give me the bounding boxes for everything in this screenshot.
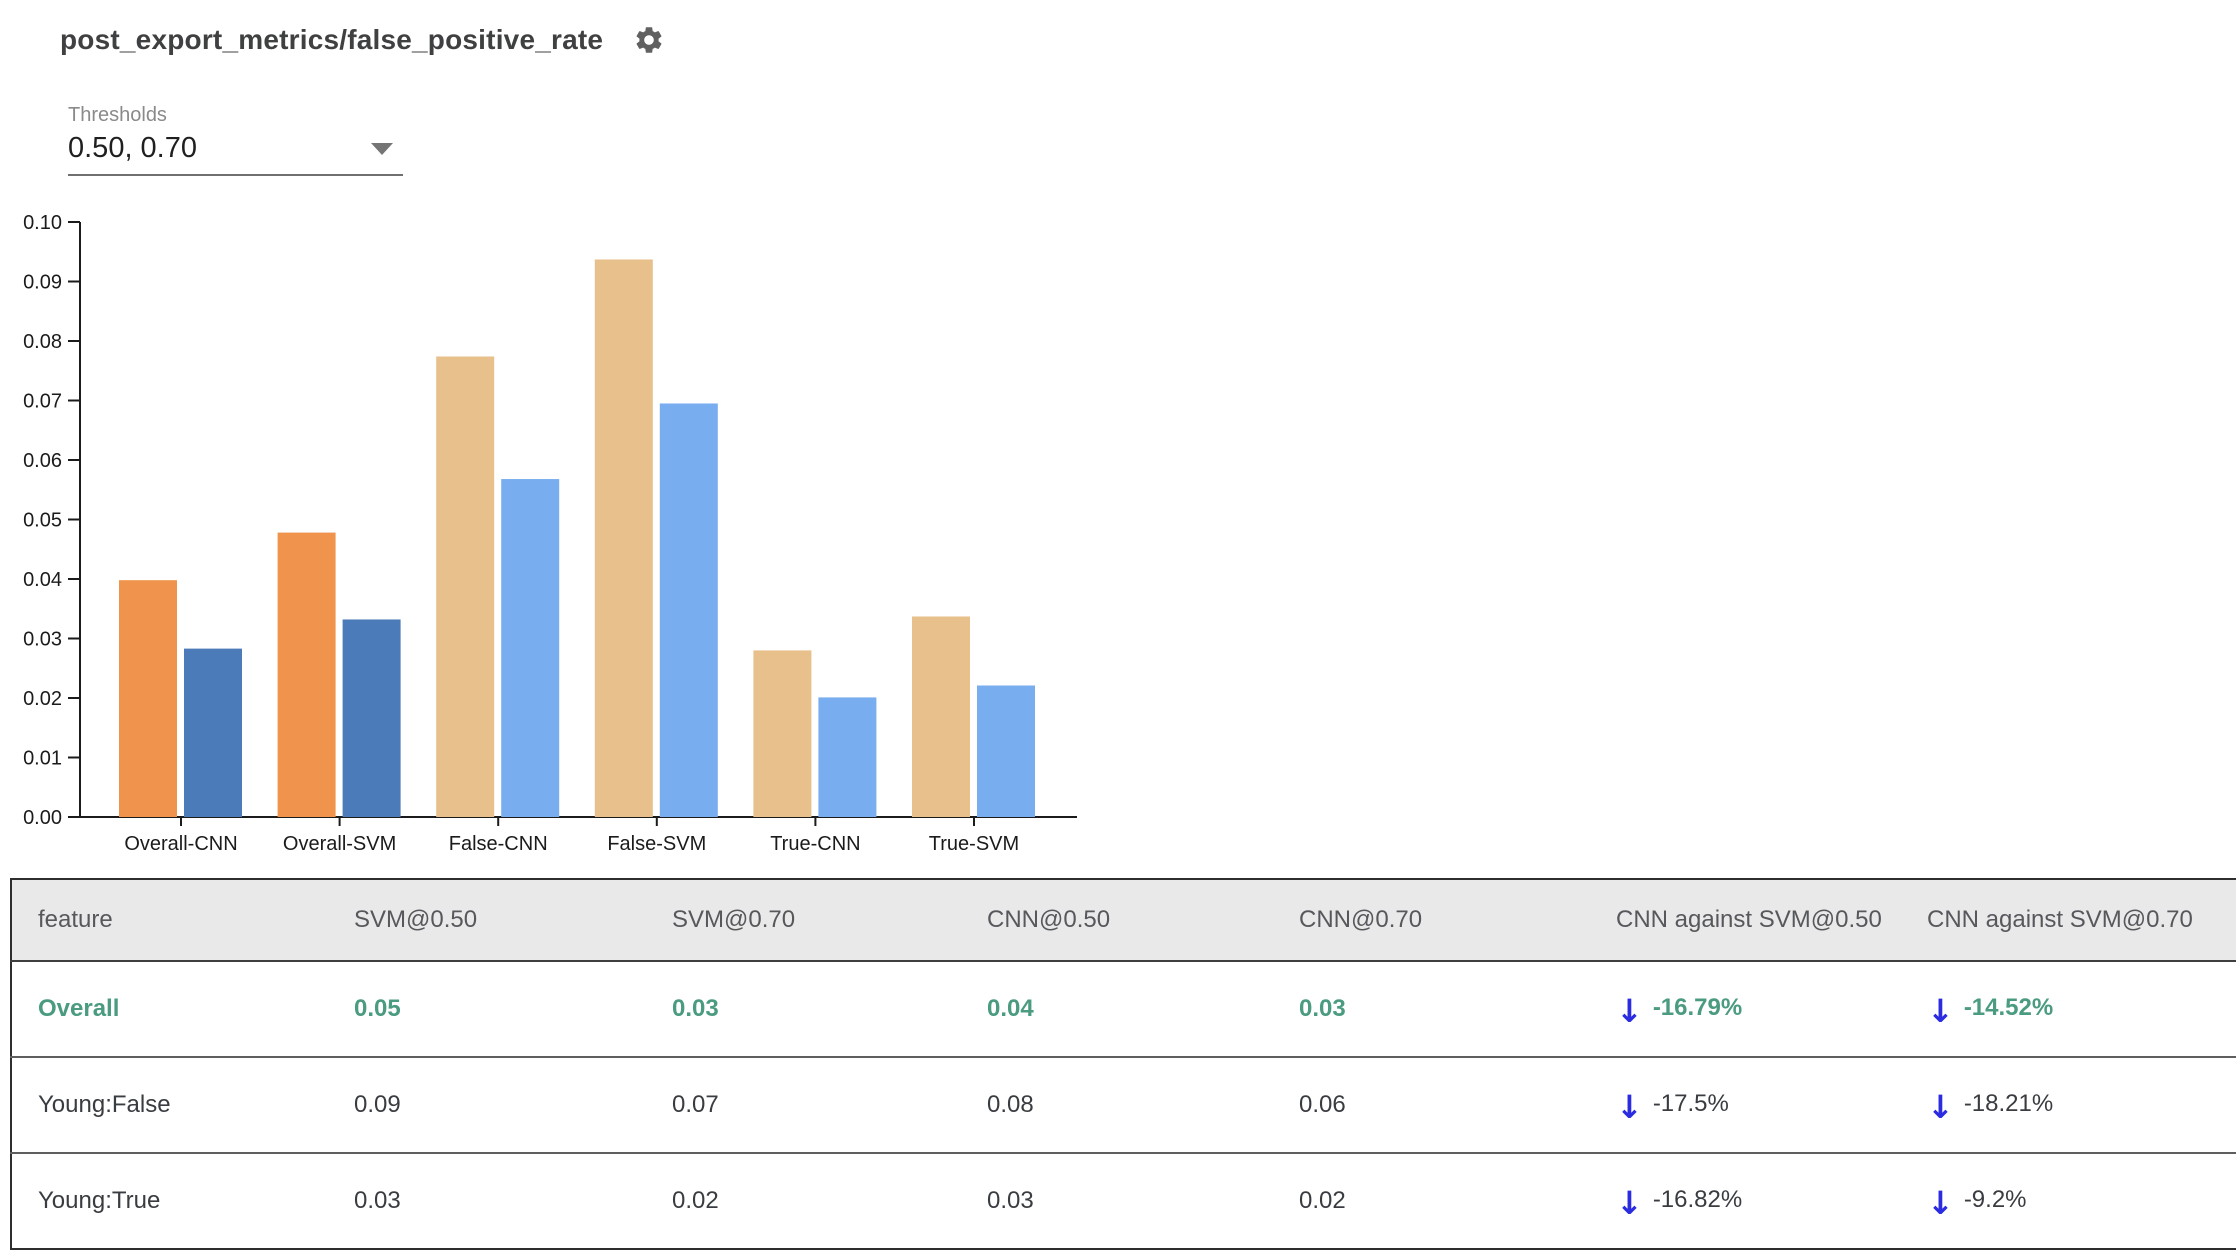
settings-gear-icon[interactable]	[633, 24, 665, 56]
col-header-cnn-070: CNN@0.70	[1273, 879, 1590, 962]
comparison-cell: ↓ -17.5%	[1590, 1056, 1901, 1153]
value-cell: 0.05	[354, 995, 401, 1022]
value-cell: 0.09	[328, 1056, 646, 1153]
x-tick-label: True-CNN	[770, 833, 860, 855]
comparison-cell: ↓ -16.82%	[1590, 1152, 1901, 1249]
col-header-svm-070: SVM@0.70	[646, 879, 961, 962]
bar-true-svm-threshold-0.70[interactable]	[977, 685, 1035, 817]
y-tick-label: 0.05	[23, 510, 62, 532]
feature-cell: Young:False	[11, 1056, 328, 1153]
value-cell: 0.02	[646, 1152, 961, 1249]
value-cell: 0.04	[987, 995, 1034, 1022]
comparison-cell: ↓ -18.21%	[1901, 1056, 2236, 1153]
value-cell: 0.02	[1273, 1152, 1590, 1249]
value-cell: 0.03	[1299, 995, 1346, 1022]
metrics-table: feature SVM@0.50 SVM@0.70 CNN@0.50 CNN@0…	[10, 878, 2236, 1250]
col-header-cnn-vs-svm-070: CNN against SVM@0.70	[1901, 879, 2236, 962]
bar-false-cnn-threshold-0.50[interactable]	[436, 356, 495, 817]
header: post_export_metrics/false_positive_rate	[60, 24, 665, 56]
down-arrow-icon: ↓	[1927, 1184, 1954, 1222]
feature-cell: Young:True	[11, 1152, 328, 1249]
down-arrow-icon: ↓	[1616, 992, 1643, 1030]
down-arrow-icon: ↓	[1616, 1088, 1643, 1126]
thresholds-label: Thresholds	[68, 104, 167, 126]
y-tick-label: 0.00	[23, 807, 62, 829]
value-cell: 0.03	[961, 1152, 1273, 1249]
y-tick-label: 0.07	[23, 391, 62, 413]
value-cell: 0.08	[961, 1056, 1273, 1153]
y-tick-label: 0.08	[23, 331, 62, 353]
comparison-value: -14.52%	[1963, 994, 2054, 1021]
col-header-feature: feature	[11, 879, 328, 962]
comparison-value: -18.21%	[1963, 1090, 2054, 1117]
table-row-young-true[interactable]: Young:True 0.03 0.02 0.03 0.02 ↓ -16.82% …	[11, 1152, 2236, 1249]
bar-overall-cnn-threshold-0.70[interactable]	[184, 648, 242, 817]
bar-overall-svm-threshold-0.70[interactable]	[342, 619, 401, 817]
y-tick-label: 0.02	[23, 688, 62, 710]
bar-chart-svg: 0.00 0.01 0.02 0.03 0.04 0.05 0.06 0.07 0.08 0.09…	[23, 212, 1077, 855]
comparison-value: -16.82%	[1652, 1186, 1743, 1213]
bar-true-cnn-threshold-0.70[interactable]	[818, 697, 877, 817]
value-cell: 0.06	[1273, 1056, 1590, 1153]
thresholds-select[interactable]: Thresholds 0.50, 0.70	[68, 104, 403, 176]
table-row-overall[interactable]: Overall 0.05 0.03 0.04 0.03 ↓ -16.79% ↓ -1…	[11, 961, 2236, 1057]
bar-true-cnn-threshold-0.50[interactable]	[753, 650, 812, 817]
col-header-cnn-vs-svm-050: CNN against SVM@0.50	[1590, 879, 1901, 962]
value-cell: 0.03	[672, 995, 719, 1022]
bar-overall-svm-threshold-0.50[interactable]	[277, 532, 336, 817]
y-tick-label: 0.01	[23, 748, 62, 770]
thresholds-value: 0.50, 0.70	[68, 132, 197, 164]
feature-cell: Overall	[38, 995, 120, 1022]
down-arrow-icon: ↓	[1616, 1184, 1643, 1222]
page-title: post_export_metrics/false_positive_rate	[60, 24, 604, 55]
x-tick-label: True-SVM	[929, 833, 1019, 855]
comparison-cell: ↓ -16.79%	[1590, 961, 1901, 1057]
false-positive-rate-bar-chart: 0.00 0.01 0.02 0.03 0.04 0.05 0.06 0.07 0.08 0.09…	[0, 200, 1120, 880]
x-tick-label: False-CNN	[449, 833, 548, 855]
y-tick-label: 0.09	[23, 272, 62, 294]
y-tick-label: 0.03	[23, 629, 62, 651]
x-tick-label: Overall-SVM	[283, 833, 396, 855]
down-arrow-icon: ↓	[1927, 1088, 1954, 1126]
y-tick-label: 0.10	[23, 212, 62, 234]
down-arrow-icon: ↓	[1927, 992, 1954, 1030]
bar-overall-cnn-threshold-0.50[interactable]	[119, 580, 177, 817]
table-row-young-false[interactable]: Young:False 0.09 0.07 0.08 0.06 ↓ -17.5% …	[11, 1056, 2236, 1153]
value-cell: 0.03	[328, 1152, 646, 1249]
bar-false-svm-threshold-0.50[interactable]	[594, 259, 653, 817]
comparison-cell: ↓ -9.2%	[1901, 1152, 2236, 1249]
value-cell: 0.07	[646, 1056, 961, 1153]
bar-false-cnn-threshold-0.70[interactable]	[501, 479, 560, 817]
x-tick-label: Overall-CNN	[124, 833, 237, 855]
y-tick-label: 0.06	[23, 450, 62, 472]
bar-false-svm-threshold-0.70[interactable]	[659, 403, 718, 817]
bar-true-svm-threshold-0.50[interactable]	[912, 616, 970, 817]
col-header-svm-050: SVM@0.50	[328, 879, 646, 962]
comparison-value: -16.79%	[1652, 994, 1743, 1021]
x-tick-label: False-SVM	[607, 833, 706, 855]
y-tick-label: 0.04	[23, 569, 62, 591]
comparison-cell: ↓ -14.52%	[1901, 961, 2236, 1057]
dropdown-arrow-icon	[371, 142, 393, 155]
col-header-cnn-050: CNN@0.50	[961, 879, 1273, 962]
comparison-value: -9.2%	[1963, 1186, 2027, 1213]
table-header-row: feature SVM@0.50 SVM@0.70 CNN@0.50 CNN@0…	[11, 879, 2236, 962]
comparison-value: -17.5%	[1652, 1090, 1729, 1117]
